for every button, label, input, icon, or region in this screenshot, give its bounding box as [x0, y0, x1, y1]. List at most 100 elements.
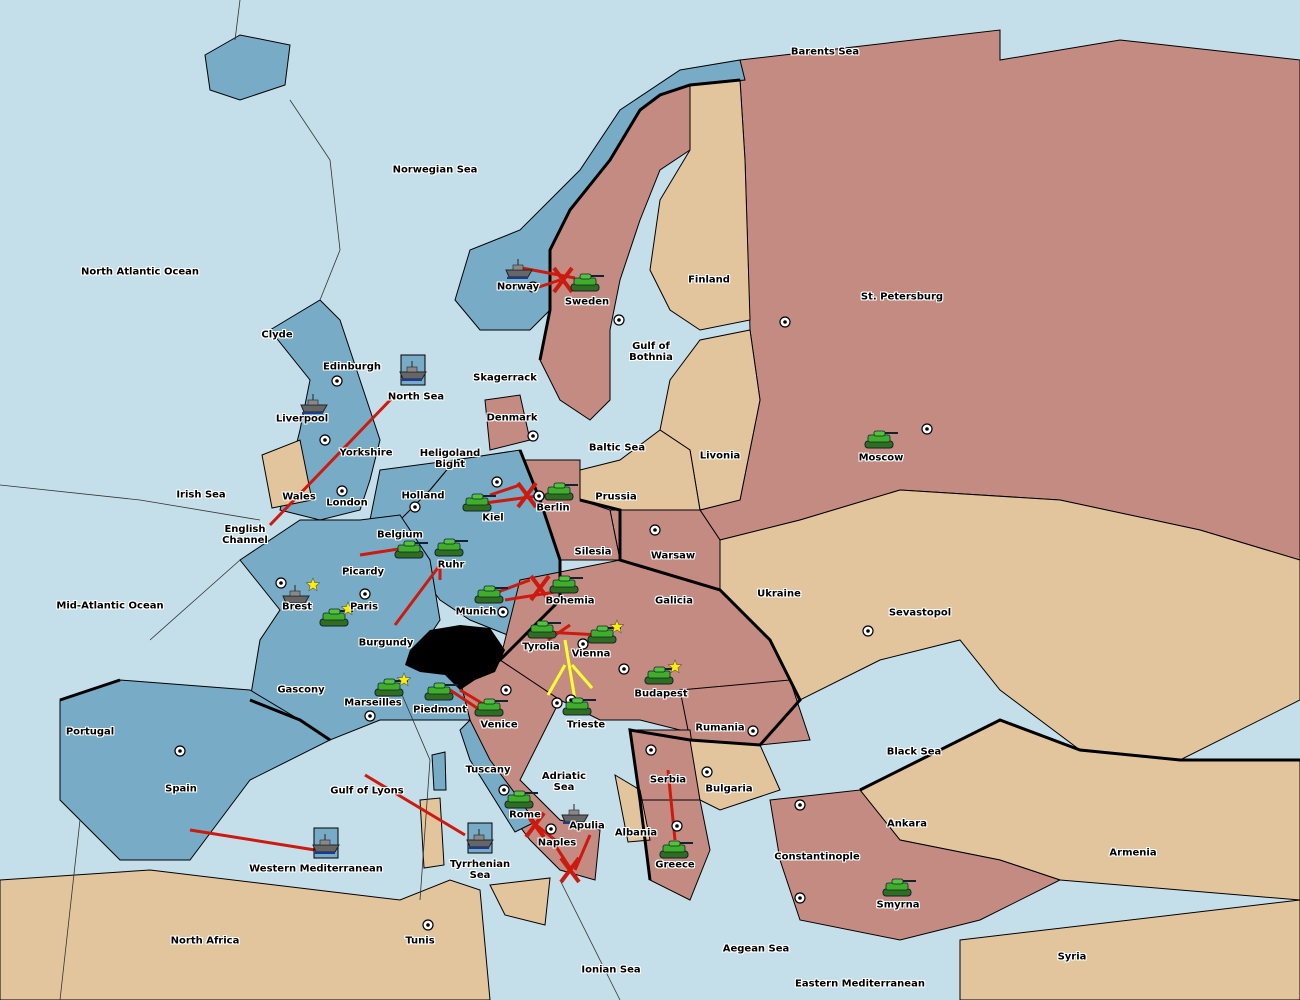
- supply-center-icon: [577, 638, 589, 650]
- province-label: Black Sea: [886, 746, 942, 758]
- army-tank-icon[interactable]: [549, 575, 583, 594]
- failed-order-x-icon: [524, 811, 546, 839]
- army-tank-icon[interactable]: [864, 430, 898, 449]
- province-label: Burgundy: [358, 637, 414, 649]
- supply-center-icon: [671, 820, 683, 832]
- army-tank-icon[interactable]: [474, 698, 508, 717]
- supply-center-icon: [275, 577, 287, 589]
- star-icon: [340, 601, 356, 616]
- supply-center-icon: [551, 697, 563, 709]
- province-label: Baltic Sea: [588, 442, 646, 454]
- province-label: Ionian Sea: [581, 964, 641, 976]
- supply-center-icon: [491, 476, 503, 488]
- province-label: Albania: [614, 827, 658, 839]
- army-tank-icon[interactable]: [562, 697, 596, 716]
- army-tank-icon[interactable]: [544, 482, 578, 501]
- province-label: Bohemia: [545, 595, 595, 607]
- region-iceland[interactable]: [204, 34, 291, 101]
- supply-center-icon: [747, 725, 759, 737]
- region-wales[interactable]: [261, 439, 313, 509]
- supply-center-icon: [613, 314, 625, 326]
- army-tank-icon[interactable]: [394, 540, 428, 559]
- army-tank-icon[interactable]: [882, 878, 916, 897]
- fleet-icon[interactable]: [561, 804, 589, 824]
- province-label: Munich: [455, 606, 497, 618]
- province-label: Aegean Sea: [722, 943, 790, 955]
- supply-center-icon: [527, 430, 539, 442]
- army-tank-icon[interactable]: [434, 538, 468, 557]
- supply-center-icon: [794, 799, 806, 811]
- move-arrow: [459, 688, 486, 707]
- star-icon: [396, 672, 412, 687]
- province-label: Holland: [401, 490, 445, 502]
- province-label: Brest: [281, 601, 313, 613]
- move-arrow: [573, 834, 592, 871]
- province-label: Finland: [688, 274, 730, 286]
- region-iberia[interactable]: [59, 679, 331, 861]
- province-label: Norway: [496, 281, 540, 293]
- army-tank-icon[interactable]: [319, 608, 353, 627]
- fleet-icon[interactable]: [300, 394, 328, 414]
- province-label: Clyde: [261, 329, 293, 341]
- supply-center-icon: [331, 375, 343, 387]
- fleet-icon[interactable]: [282, 585, 310, 605]
- move-arrow: [449, 688, 481, 712]
- region-syria[interactable]: [959, 899, 1300, 1000]
- province-label: Norwegian Sea: [392, 164, 478, 176]
- move-arrow: [489, 483, 521, 497]
- support-line: [563, 639, 577, 701]
- move-arrow: [189, 828, 316, 852]
- province-label: Silesia: [574, 546, 612, 558]
- supply-center-icon: [409, 501, 421, 513]
- province-label: Edinburgh: [322, 361, 382, 373]
- region-finland[interactable]: [649, 79, 751, 331]
- army-tank-icon[interactable]: [644, 666, 678, 685]
- fleet-icon[interactable]: [466, 822, 494, 854]
- province-label: Picardy: [341, 566, 385, 578]
- province-label: Paris: [349, 601, 379, 613]
- region-corsica[interactable]: [431, 751, 447, 791]
- province-label: Livonia: [699, 450, 741, 462]
- province-label: Eastern Mediterranean: [795, 978, 925, 990]
- army-tank-icon[interactable]: [659, 840, 693, 859]
- province-label: Vienna: [571, 648, 611, 660]
- supply-center-icon: [497, 606, 509, 618]
- province-label: Tuscany: [465, 764, 511, 776]
- province-label: Budapest: [634, 688, 688, 700]
- region-russia[interactable]: [699, 29, 1300, 561]
- province-label: Rumania: [695, 722, 745, 734]
- province-label: Gulf of Bothnia: [629, 341, 673, 363]
- region-sicily[interactable]: [489, 877, 551, 926]
- army-tank-icon[interactable]: [570, 273, 604, 292]
- fleet-icon[interactable]: [399, 354, 427, 386]
- province-label: Warsaw: [650, 550, 696, 562]
- move-arrow: [393, 564, 442, 626]
- province-label: Yorkshire: [339, 447, 393, 459]
- army-tank-icon[interactable]: [504, 790, 538, 809]
- fleet-icon[interactable]: [505, 259, 533, 279]
- region-constantinople-smyrna[interactable]: [769, 789, 1062, 941]
- impassable-switzerland: [405, 625, 505, 690]
- supply-center-icon: [359, 588, 371, 600]
- supply-center-icon: [498, 784, 510, 796]
- supply-center-icon: [422, 919, 434, 931]
- region-north-africa[interactable]: [0, 869, 491, 1000]
- province-label: Rome: [509, 809, 541, 821]
- province-label: Gulf of Lyons: [330, 785, 404, 797]
- province-label: Portugal: [65, 726, 115, 738]
- army-tank-icon[interactable]: [527, 620, 561, 639]
- region-france[interactable]: [239, 514, 471, 741]
- star-icon: [305, 577, 321, 592]
- province-label: Trieste: [566, 719, 606, 731]
- star-icon: [609, 619, 625, 634]
- supply-center-icon: [174, 745, 186, 757]
- supply-center-icon: [533, 490, 545, 502]
- fleet-icon[interactable]: [312, 827, 340, 859]
- army-tank-icon[interactable]: [587, 625, 621, 644]
- army-tank-icon[interactable]: [462, 493, 496, 512]
- army-tank-icon[interactable]: [424, 682, 458, 701]
- province-label: Denmark: [486, 412, 538, 424]
- supply-center-icon: [645, 744, 657, 756]
- region-albania[interactable]: [614, 773, 651, 843]
- army-tank-icon[interactable]: [474, 585, 508, 604]
